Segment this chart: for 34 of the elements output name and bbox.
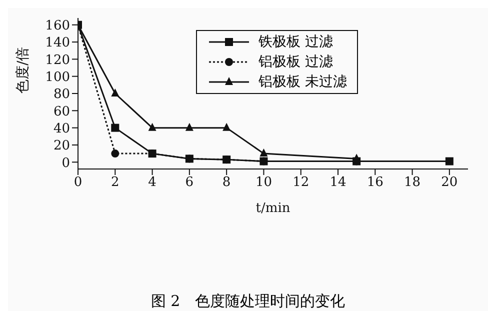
point <box>185 122 194 131</box>
y-tick-label: 160 <box>45 18 70 34</box>
y-tick-label: 20 <box>53 138 70 154</box>
legend-label: 铝极板 过滤 <box>258 53 333 72</box>
y-tick-label: 140 <box>45 36 70 51</box>
y-tick-label: 100 <box>45 70 70 85</box>
x-tick-label: 18 <box>404 175 421 190</box>
x-tick-label: 10 <box>255 175 272 190</box>
x-tick-label: 12 <box>292 175 310 190</box>
y-tick-label: 40 <box>53 121 70 136</box>
x-tick-label: 2 <box>111 175 120 190</box>
text: 图 2 色度随处理时间的变化 <box>150 292 346 311</box>
point <box>445 157 454 166</box>
point <box>111 124 120 132</box>
legend-label: 铁极板 过滤 <box>258 33 333 52</box>
y-tick-label: 0 <box>62 156 70 171</box>
x-tick-label: 20 <box>441 175 458 190</box>
point <box>111 88 120 96</box>
x-tick-label: 8 <box>222 175 231 190</box>
y-tick-label: 60 <box>53 104 70 120</box>
x-tick-label: 16 <box>366 175 384 190</box>
x-tick-label: 0 <box>74 175 82 190</box>
x-tick-label: 6 <box>185 175 194 190</box>
point <box>148 122 156 131</box>
x-axis-title: t/min <box>256 201 291 216</box>
y-tick-label: 80 <box>53 87 70 102</box>
y-tick-label: 120 <box>45 52 70 68</box>
y-axis-title: 色度/倍 <box>14 46 31 94</box>
point <box>260 148 268 157</box>
point <box>222 122 231 131</box>
x-tick-label: 4 <box>148 175 156 190</box>
legend-label: 铝极板 未过滤 <box>258 73 347 92</box>
point <box>111 150 120 158</box>
x-tick-label: 14 <box>330 175 346 190</box>
